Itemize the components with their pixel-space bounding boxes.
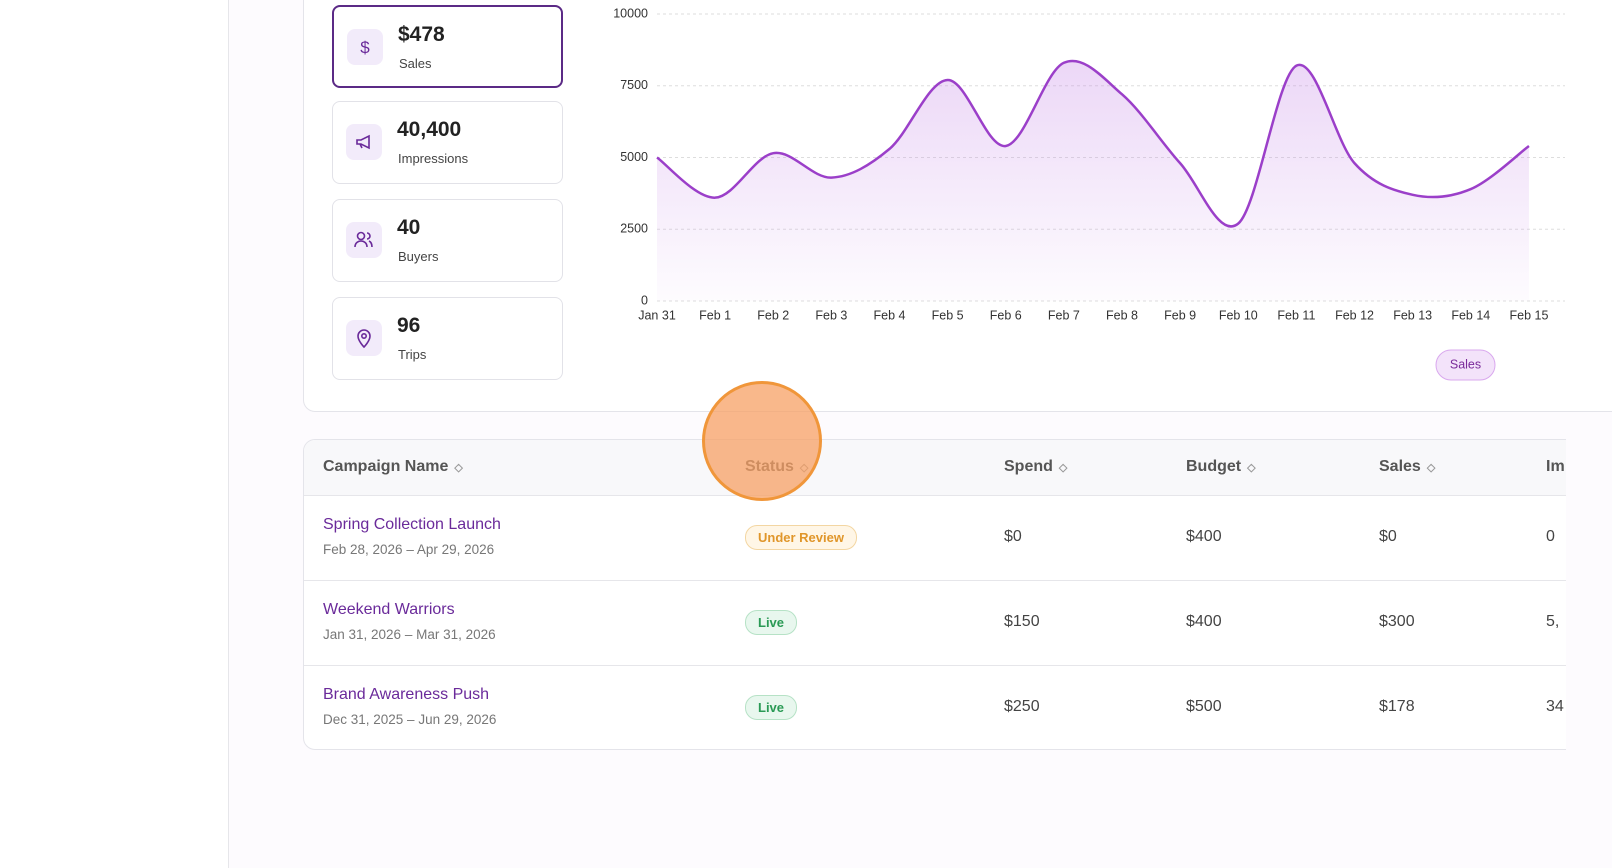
row-divider xyxy=(304,580,1566,581)
svg-text:$: $ xyxy=(360,38,370,57)
sort-icon[interactable]: ◇ xyxy=(1426,462,1436,474)
icon: $ xyxy=(347,29,383,65)
stat-label: Impressions xyxy=(398,151,469,166)
status-badge: Live xyxy=(745,695,798,720)
column-header[interactable]: Campaign Name ◇ xyxy=(323,458,463,475)
stat-value: $478 xyxy=(398,23,445,46)
y-tick-label: 2500 xyxy=(620,222,648,236)
campaign-dates: Feb 28, 2026 – Apr 29, 2026 xyxy=(323,542,495,557)
x-tick-label: Feb 4 xyxy=(874,308,906,322)
x-tick-label: Feb 7 xyxy=(1048,308,1080,322)
legend-pill xyxy=(1435,349,1496,381)
stat-value: 40 xyxy=(397,216,421,239)
y-tick-label: 0 xyxy=(641,293,648,307)
x-tick-label: Feb 1 xyxy=(699,308,731,322)
x-tick-label: Jan 31 xyxy=(638,308,676,322)
x-tick-label: Feb 14 xyxy=(1451,308,1490,322)
y-tick-label: 10000 xyxy=(613,6,648,20)
x-tick-label: Feb 13 xyxy=(1393,308,1432,322)
column-header[interactable]: Sales ◇ xyxy=(1379,458,1436,475)
campaign-dates: Dec 31, 2025 – Jun 29, 2026 xyxy=(323,712,497,727)
line xyxy=(656,59,1530,228)
x-tick-label: Feb 5 xyxy=(932,308,964,322)
cell: $150 xyxy=(1004,613,1040,630)
stat-card[interactable]: 40,400 Impressions xyxy=(332,101,563,184)
row-divider xyxy=(304,665,1566,666)
stat-card[interactable]: 96 Trips xyxy=(332,297,563,380)
cell: $300 xyxy=(1379,613,1415,630)
cell: $400 xyxy=(1186,613,1222,630)
click-indicator xyxy=(702,381,822,501)
stat-value: 96 xyxy=(397,314,421,337)
sort-icon[interactable]: ◇ xyxy=(1247,462,1256,474)
status-badge: Live xyxy=(745,610,798,635)
x-tick-label: Feb 11 xyxy=(1277,308,1315,322)
x-tick-label: Feb 3 xyxy=(815,308,847,322)
stat-label: Trips xyxy=(398,347,427,362)
cell: $400 xyxy=(1186,528,1222,545)
campaign-dates: Jan 31, 2026 – Mar 31, 2026 xyxy=(323,627,496,642)
status-badge: Under Review xyxy=(745,525,857,550)
campaign-name[interactable]: Spring Collection Launch xyxy=(323,516,501,533)
sidebar xyxy=(0,0,229,868)
cell: $250 xyxy=(1004,698,1040,715)
column-header[interactable]: Im xyxy=(1546,458,1565,475)
table-header xyxy=(304,440,1566,496)
icon xyxy=(346,124,382,160)
sort-icon[interactable]: ◇ xyxy=(1058,462,1068,474)
cell: 0 xyxy=(1546,528,1555,545)
x-tick-label: Feb 12 xyxy=(1335,308,1374,322)
cell: $178 xyxy=(1379,698,1415,715)
stat-label: Sales xyxy=(399,56,432,71)
cell: $0 xyxy=(1004,528,1022,545)
cell: $0 xyxy=(1379,528,1397,545)
x-tick-label: Feb 15 xyxy=(1509,308,1548,322)
cell: 34 xyxy=(1546,698,1564,715)
stat-value: 40,400 xyxy=(397,118,462,141)
campaign-name[interactable]: Weekend Warriors xyxy=(323,601,455,618)
cell: $500 xyxy=(1186,698,1222,715)
legend-label: Sales xyxy=(1450,357,1481,371)
chart: 0 2500 5000 7500 10000 Jan 31 Feb 1 Feb 2 Feb 3 F… xyxy=(613,6,1565,381)
stat-label: Buyers xyxy=(398,249,439,264)
icon xyxy=(346,320,382,356)
campaign-table: Campaign Name◇Status◇Spend◇Budget◇Sales◇… xyxy=(303,439,1566,750)
x-tick-label: Feb 6 xyxy=(990,308,1022,322)
stat-card[interactable]: 40 Buyers xyxy=(332,199,563,282)
area xyxy=(657,60,1529,301)
cell: 5, xyxy=(1546,613,1560,630)
column-header[interactable]: Spend ◇ xyxy=(1004,458,1068,475)
y-tick-label: 5000 xyxy=(620,150,648,164)
x-tick-label: Feb 8 xyxy=(1106,308,1138,322)
x-tick-label: Feb 2 xyxy=(757,308,789,322)
sort-icon[interactable]: ◇ xyxy=(454,462,463,474)
x-tick-label: Feb 9 xyxy=(1164,308,1196,322)
stat-card[interactable]: $ $478 Sales xyxy=(332,5,563,88)
y-tick-label: 7500 xyxy=(620,78,648,92)
campaign-name[interactable]: Brand Awareness Push xyxy=(323,686,490,703)
column-header[interactable]: Budget ◇ xyxy=(1186,458,1256,475)
x-tick-label: Feb 10 xyxy=(1219,308,1258,322)
icon xyxy=(346,222,382,258)
